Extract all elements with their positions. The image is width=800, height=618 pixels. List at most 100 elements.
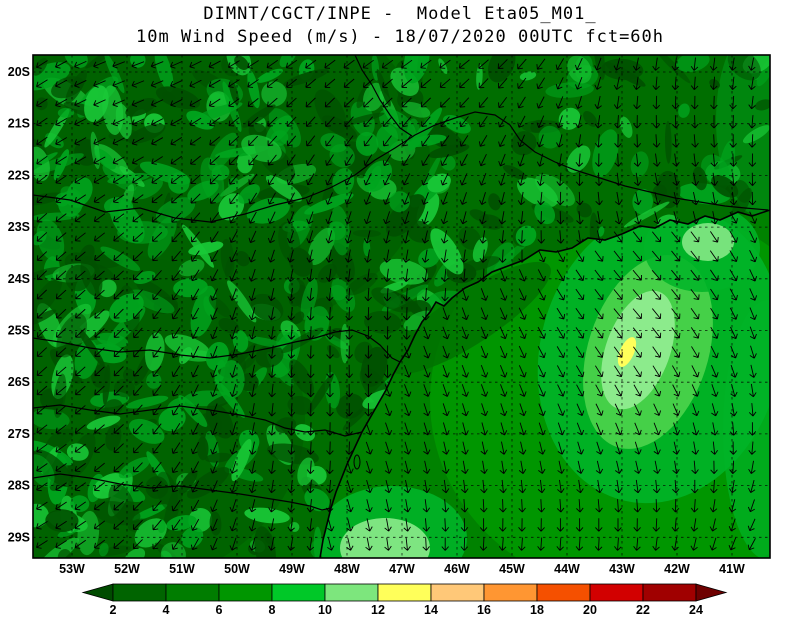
wind-barb-arrow: [576, 441, 585, 455]
wind-barb-arrow: [595, 499, 603, 513]
wind-barb-arrow: [325, 192, 333, 205]
wind-barb-arrow: [209, 117, 221, 127]
wind-barb-arrow: [36, 308, 47, 319]
wind-barb-arrow: [461, 326, 469, 340]
wind-barb-arrow: [710, 326, 719, 339]
wind-barb-arrow: [499, 307, 508, 320]
wind-barb-arrow: [420, 59, 432, 69]
wind-barb-arrow: [709, 250, 719, 262]
colorbar-tick-label: 16: [477, 603, 491, 617]
wind-barb-arrow: [671, 365, 681, 378]
colorbar-cell: [536, 583, 591, 602]
wind-barb-arrow: [190, 326, 199, 340]
wind-barb-arrow: [480, 326, 489, 340]
wind-barb-arrow: [518, 479, 527, 494]
wind-barb-arrow: [441, 479, 450, 494]
wind-barb-arrow: [383, 192, 391, 205]
wind-barb-arrow: [306, 135, 316, 147]
wind-barb-arrow: [442, 384, 450, 397]
wind-barb-arrow: [498, 211, 506, 225]
wind-barb-arrow: [748, 422, 757, 436]
wind-barb-arrow: [132, 500, 143, 511]
wind-barb-arrow: [652, 95, 661, 110]
wind-barb-arrow: [190, 403, 199, 416]
wind-barb-arrow: [749, 211, 758, 224]
wind-barb-arrow: [228, 98, 240, 108]
wind-barb-arrow: [36, 60, 48, 69]
wind-barb-arrow: [729, 269, 738, 282]
wind-barb-arrow: [536, 96, 545, 109]
colorbar-tick-label: 10: [318, 603, 332, 617]
wind-barb-arrow: [229, 230, 238, 243]
wind-barb-arrow: [74, 232, 86, 242]
wind-barb-arrow: [422, 518, 430, 532]
wind-barb-arrow: [382, 78, 393, 88]
wind-barb-arrow: [690, 76, 699, 91]
wind-barb-arrow: [171, 346, 181, 358]
wind-barb-arrow: [306, 422, 315, 436]
wind-barb-arrow: [403, 499, 411, 513]
wind-barb-arrow: [131, 80, 145, 88]
wind-barb-arrow: [382, 154, 392, 166]
wind-barb-arrow: [442, 307, 450, 321]
wind-barb-arrow: [248, 364, 257, 378]
wind-barb-arrow: [748, 57, 756, 71]
wind-barb-arrow: [189, 98, 202, 108]
wind-barb-arrow: [536, 77, 546, 90]
wind-barb-arrow: [555, 115, 564, 129]
wind-barb-arrow: [421, 211, 429, 225]
wind-barb-arrow: [190, 442, 199, 455]
wind-barb-arrow: [421, 230, 429, 244]
wind-barb-arrow: [632, 231, 642, 243]
wind-barb-arrow: [268, 364, 276, 378]
wind-barb-arrow: [594, 288, 604, 301]
wind-barb-arrow: [518, 307, 527, 320]
wind-barb-arrow: [748, 403, 757, 417]
lon-tick-label: 45W: [499, 562, 525, 576]
wind-barb-arrow: [248, 422, 257, 436]
wind-barb-arrow: [556, 537, 564, 551]
wind-barb-arrow: [518, 326, 527, 340]
wind-barb-arrow: [363, 173, 372, 186]
wind-barb-arrow: [556, 499, 565, 513]
lat-tick-label: 26S: [8, 375, 30, 389]
wind-barb-arrow: [132, 175, 144, 184]
wind-barb-arrow: [404, 441, 412, 455]
lon-tick-label: 50W: [224, 562, 250, 576]
wind-barb-arrow: [442, 460, 450, 474]
wind-barb-arrow: [613, 76, 622, 90]
wind-barb-arrow: [653, 211, 661, 225]
wind-barb-arrow: [55, 194, 67, 204]
wind-barb-arrow: [74, 463, 86, 472]
wind-barb-arrow: [710, 172, 719, 186]
wind-barb-arrow: [537, 346, 546, 359]
wind-barb-arrow: [729, 460, 737, 475]
wind-barb-arrow: [210, 499, 218, 512]
wind-barb-arrow: [36, 212, 48, 223]
wind-barb-arrow: [480, 499, 488, 513]
wind-barb-arrow: [210, 461, 218, 474]
wind-barb-arrow: [75, 366, 86, 376]
lat-tick-label: 25S: [8, 324, 30, 338]
wind-barb-arrow: [690, 288, 700, 301]
wind-barb-arrow: [632, 57, 641, 71]
wind-barb-arrow: [306, 345, 315, 359]
wind-barb-arrow: [344, 230, 353, 244]
wind-barb-arrow: [365, 537, 373, 551]
wind-barb-arrow: [690, 537, 698, 551]
wind-barb-arrow: [326, 326, 334, 340]
map-frame: [32, 54, 771, 559]
wind-barb-arrow: [440, 211, 448, 225]
wind-barb-arrow: [94, 443, 105, 453]
wind-barb-arrow: [190, 193, 201, 204]
wind-barb-arrow: [729, 211, 738, 224]
wind-barb-arrow: [711, 403, 719, 417]
wind-barb-arrow: [461, 403, 469, 417]
colorbar-cell: [642, 583, 697, 602]
wind-barb-arrow: [441, 268, 449, 282]
wind-barb-arrow: [422, 499, 431, 513]
wind-barb-arrow: [364, 345, 373, 359]
wind-barb-arrow: [614, 499, 622, 513]
wind-barb-arrow: [287, 249, 295, 263]
wind-barb-arrow: [382, 97, 393, 108]
